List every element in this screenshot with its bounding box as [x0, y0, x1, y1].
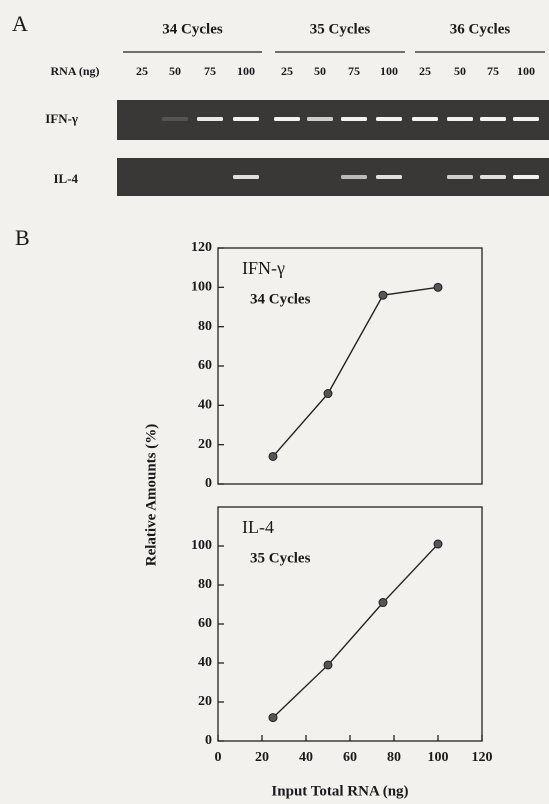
- x-tick-label: 0: [215, 750, 222, 765]
- gel-band: [480, 117, 506, 121]
- y-tick-label: 20: [198, 694, 212, 709]
- y-tick-label: 120: [191, 240, 212, 255]
- gel-band: [447, 175, 473, 179]
- gel-band: [274, 117, 300, 121]
- lane-label: 25: [419, 64, 431, 78]
- y-tick-label: 100: [191, 280, 212, 295]
- data-line: [273, 544, 438, 718]
- lane-label: 75: [348, 64, 360, 78]
- x-axis-label: Input Total RNA (ng): [271, 783, 408, 799]
- gel-band: [233, 175, 259, 179]
- gel-band: [513, 175, 539, 179]
- gel-band: [513, 117, 539, 121]
- y-tick-label: 0: [205, 733, 212, 748]
- data-point: [324, 661, 332, 669]
- lane-label: 50: [454, 64, 466, 78]
- gel-band: [376, 117, 402, 121]
- group-label: 34 Cycles: [162, 21, 223, 37]
- data-line: [273, 287, 438, 456]
- y-tick-label: 80: [198, 577, 212, 592]
- x-tick-label: 120: [472, 750, 493, 765]
- annotation: 34 Cycles: [250, 291, 311, 307]
- gel-band: [307, 117, 333, 121]
- gel-band: [412, 117, 438, 121]
- lane-label: 25: [281, 64, 293, 78]
- data-point: [379, 599, 387, 607]
- lane-label: 75: [487, 64, 499, 78]
- lane-label: 75: [204, 64, 216, 78]
- gel-band: [341, 175, 367, 179]
- data-point: [269, 714, 277, 722]
- y-tick-label: 0: [205, 476, 212, 491]
- lane-label: 100: [380, 64, 398, 78]
- x-tick-label: 80: [387, 750, 401, 765]
- y-tick-label: 40: [198, 398, 212, 413]
- group-label: 35 Cycles: [310, 21, 371, 37]
- y-tick-label: 60: [198, 358, 212, 373]
- y-tick-label: 80: [198, 319, 212, 334]
- annotation: 35 Cycles: [250, 550, 311, 566]
- y-axis-label: Relative Amounts (%): [143, 424, 159, 567]
- data-point: [269, 452, 277, 460]
- figure: A B RNA (ng) IFN-γ IL-4 Relative Amounts…: [0, 0, 549, 804]
- x-tick-label: 40: [299, 750, 313, 765]
- x-tick-label: 20: [255, 750, 269, 765]
- group-label: 36 Cycles: [450, 21, 511, 37]
- gel-band: [376, 175, 402, 179]
- lane-label: 100: [237, 64, 255, 78]
- data-point: [379, 291, 387, 299]
- gel-band: [480, 175, 506, 179]
- page: A B RNA (ng) IFN-γ IL-4 Relative Amounts…: [0, 0, 549, 804]
- y-tick-label: 20: [198, 437, 212, 452]
- annotation: IFN-γ: [242, 258, 285, 278]
- row-label: IFN-γ: [45, 111, 78, 126]
- gel-band: [341, 117, 367, 121]
- data-point: [324, 390, 332, 398]
- row-label: IL-4: [53, 171, 78, 186]
- panel-label: B: [15, 225, 30, 250]
- x-tick-label: 60: [343, 750, 357, 765]
- y-tick-label: 40: [198, 655, 212, 670]
- plot-frame: [218, 248, 482, 484]
- data-point: [434, 540, 442, 548]
- gel-band: [162, 117, 188, 121]
- annotation: IL-4: [242, 517, 274, 537]
- x-tick-label: 100: [428, 750, 449, 765]
- lane-label: 50: [169, 64, 181, 78]
- lane-label: 25: [136, 64, 148, 78]
- lane-label: 100: [517, 64, 535, 78]
- gel-band: [447, 117, 473, 121]
- y-tick-label: 60: [198, 616, 212, 631]
- gel-band: [233, 117, 259, 121]
- panel-label: A: [12, 11, 28, 36]
- y-tick-label: 100: [191, 538, 212, 553]
- gel-band: [197, 117, 223, 121]
- row-header: RNA (ng): [50, 64, 99, 78]
- plot-frame: [218, 507, 482, 741]
- lane-label: 50: [314, 64, 326, 78]
- data-point: [434, 283, 442, 291]
